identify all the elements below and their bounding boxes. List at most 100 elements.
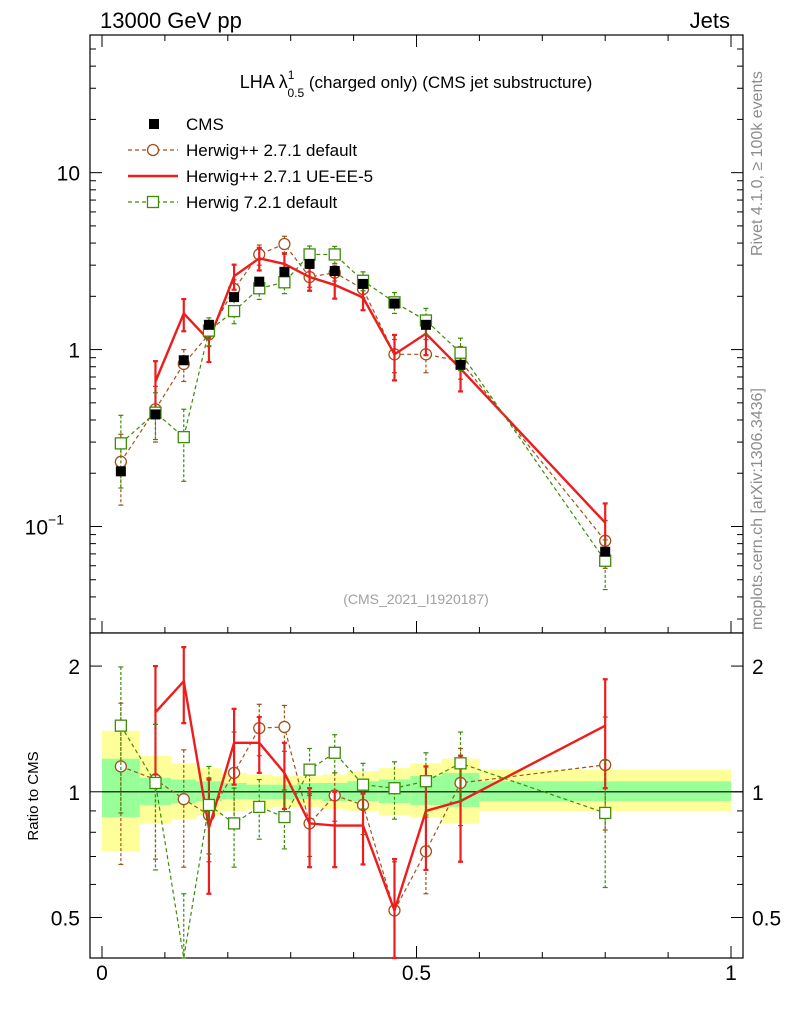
ratio-point-herwig-7-2-1-default-6: [278, 810, 291, 824]
rivet-version-label: Rivet 4.1.0, ≥ 100k events: [749, 71, 766, 256]
ratio-y-tick-label-right: 1: [752, 782, 764, 805]
main-errbar-herwig-7-2-1-default-11: [423, 307, 429, 336]
main-point-herwig-7-2-1-default-8: [328, 248, 341, 261]
legend-label-herwig-2-7-1-ue-ee-5: Herwig++ 2.7.1 UE-EE-5: [186, 167, 373, 186]
ratio-x-tick-label: 0: [96, 962, 108, 985]
ratio-errbar-herwig-2-7-1-ue-ee-5-2: [181, 646, 187, 725]
ratio-errbar-herwig-2-7-1-default-2: [181, 749, 187, 868]
main-panel: 10 1 10−1: [25, 34, 744, 634]
plot-title-sub: 0.5: [287, 86, 304, 100]
main-errbar-herwig-7-2-1-default-2: [181, 408, 187, 482]
ratio-errbar-herwig-2-7-1-ue-ee-5-7: [307, 787, 313, 869]
ratio-x-tick-label: 0.5: [402, 962, 431, 985]
ratio-y-tick-label-right: 0.5: [752, 908, 781, 931]
main-point-cms-9: [358, 278, 369, 289]
ratio-line-herwig-2-7-1-default: [120, 726, 606, 912]
legend-label-cms: CMS: [186, 115, 224, 134]
ratio-errbar-herwig-7-2-1-default-2: [181, 893, 187, 959]
main-point-cms-6: [279, 266, 290, 277]
main-point-herwig-7-2-1-default-0: [114, 437, 128, 450]
ratio-y-tick-label: 0.5: [51, 908, 80, 931]
ratio-point-herwig-7-2-1-default-10: [388, 782, 401, 795]
legend-item-herwig-2-7-1-default: Herwig++ 2.7.1 default: [128, 141, 357, 160]
legend-marker-cms: [149, 119, 159, 129]
ratio-errbar-herwig-7-2-1-default-13: [602, 759, 608, 889]
main-point-herwig-2-7-1-default-6: [278, 237, 291, 251]
ratio-point-herwig-7-2-1-default-7: [303, 763, 316, 776]
ratio-errbar-herwig-7-2-1-default-1: [152, 723, 158, 871]
ratio-x-tick-label: 1: [725, 962, 737, 985]
ratio-point-herwig-7-2-1-default-0: [114, 719, 128, 732]
ratio-point-herwig-2-7-1-default-6: [278, 720, 291, 734]
main-errbar-herwig-2-7-1-ue-ee-5-2: [181, 297, 187, 333]
collision-label: 13000 GeV pp: [100, 8, 242, 33]
legend-item-herwig-7-2-1-default: Herwig 7.2.1 default: [128, 193, 337, 212]
ratio-errbar-herwig-2-7-1-ue-ee-5-4: [231, 707, 237, 786]
main-point-cms-3: [203, 319, 214, 330]
ratio-errbar-herwig-7-2-1-default-4: [231, 787, 237, 868]
main-point-cms-1: [150, 409, 161, 420]
main-point-herwig-7-2-1-default-2: [177, 430, 190, 444]
ratio-point-herwig-2-7-1-default-0: [114, 760, 128, 773]
main-frame: [89, 34, 744, 634]
ratio-point-herwig-7-2-1-default-12: [454, 757, 467, 770]
legend: CMS Herwig++ 2.7.1 default Herwig++ 2.7.1 …: [128, 115, 373, 212]
ratio-errbar-herwig-7-2-1-default-8: [332, 734, 338, 774]
main-series-cms: [115, 258, 611, 557]
ratio-point-herwig-7-2-1-default-4: [227, 817, 241, 830]
main-point-herwig-7-2-1-default-7: [303, 248, 316, 261]
ratio-errbar-herwig-7-2-1-default-12: [458, 731, 464, 802]
plot-title-main: LHA λ: [240, 72, 288, 92]
analysis-watermark: (CMS_2021_I1920187): [343, 591, 489, 607]
ratio-errbar-herwig-7-2-1-default-3: [206, 765, 212, 855]
mcplots-reference-label: mcplots.cern.ch [arXiv:1306.3436]: [749, 388, 766, 630]
ratio-series-herwig-7-2-1-default: [114, 666, 612, 959]
ratio-point-herwig-7-2-1-default-1: [149, 776, 162, 790]
ratio-point-herwig-7-2-1-default-3: [202, 798, 216, 812]
main-point-cms-4: [229, 292, 240, 303]
main-line-herwig-7-2-1-default: [120, 253, 606, 562]
main-point-cms-11: [420, 319, 431, 330]
main-point-cms-8: [329, 266, 340, 277]
legend-label-herwig-7-2-1-default: Herwig 7.2.1 default: [186, 193, 337, 212]
main-errbar-herwig-2-7-1-ue-ee-5-5: [256, 246, 262, 272]
main-errbar-herwig-7-2-1-default-1: [152, 392, 158, 441]
main-point-herwig-7-2-1-default-12: [454, 346, 467, 359]
plot-title-sup: 1: [288, 68, 295, 82]
legend-label-herwig-2-7-1-default: Herwig++ 2.7.1 default: [186, 141, 357, 160]
main-errbar-herwig-7-2-1-default-13: [602, 539, 608, 591]
legend-marker-herwig-2-7-1-default: [146, 143, 160, 157]
ratio-point-herwig-7-2-1-default-5: [253, 800, 266, 814]
legend-item-cms: CMS: [149, 115, 224, 134]
ratio-point-herwig-7-2-1-default-8: [328, 746, 341, 759]
ratio-errbar-herwig-7-2-1-default-0: [118, 666, 124, 814]
ratio-point-herwig-7-2-1-default-9: [356, 778, 370, 791]
plot-title-rest: (charged only) (CMS jet substructure): [304, 73, 592, 92]
main-point-cms-7: [304, 258, 315, 269]
ratio-y-tick-label-right: 2: [752, 656, 764, 679]
main-point-cms-0: [115, 466, 126, 477]
ratio-errbar-herwig-2-7-1-ue-ee-5-5: [256, 715, 262, 774]
main-y-tick-label: 10: [57, 163, 80, 186]
main-point-cms-2: [178, 355, 189, 366]
ratio-point-herwig-7-2-1-default-11: [419, 775, 433, 788]
main-y-tick-label: 10−1: [25, 511, 65, 539]
ratio-panel: 2 2 1 1 0.5 0.5 0 0.5 1: [51, 632, 781, 985]
main-point-herwig-7-2-1-default-13: [599, 554, 612, 567]
main-errbar-herwig-7-2-1-default-3: [206, 317, 212, 347]
main-point-cms-12: [455, 359, 466, 370]
ratio-y-tick-label: 2: [68, 656, 80, 679]
main-point-cms-10: [389, 298, 400, 309]
ratio-errbar-herwig-7-2-1-default-10: [391, 761, 397, 820]
main-point-herwig-7-2-1-default-4: [227, 304, 241, 318]
main-point-herwig-7-2-1-default-6: [278, 276, 291, 289]
process-label: Jets: [690, 8, 730, 33]
main-y-tick-label: 1: [68, 340, 80, 363]
ratio-errbar-herwig-7-2-1-default-5: [256, 778, 262, 840]
main-y-tick-exponent: −1: [48, 511, 64, 527]
main-point-cms-13: [600, 546, 611, 557]
ratio-point-herwig-2-7-1-default-2: [177, 793, 190, 806]
ratio-errbar-herwig-7-2-1-default-6: [281, 789, 287, 850]
